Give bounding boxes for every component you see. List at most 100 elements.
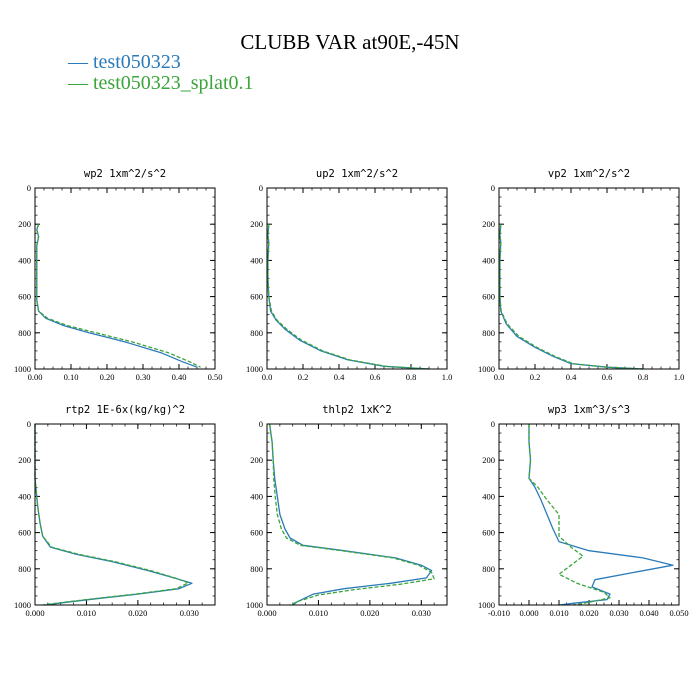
x-tick-label: 0.000	[519, 608, 538, 618]
chart-title: CLUBB VAR at90E,-45N	[240, 30, 460, 54]
y-tick-label: 600	[482, 292, 495, 302]
y-tick-label: 200	[482, 455, 495, 465]
y-tick-label: 0	[259, 183, 263, 193]
plot-frame	[34, 423, 216, 606]
x-tick-label: 0.4	[566, 372, 577, 382]
x-tick-label: 0.0	[262, 372, 273, 382]
x-tick-label: 0.50	[208, 372, 223, 382]
legend-dash: —	[68, 72, 93, 94]
x-tick-label: 0.000	[25, 608, 44, 618]
plot-frame	[266, 423, 448, 606]
x-tick-label: 0.20	[100, 372, 115, 382]
x-tick-label: 0.010	[549, 608, 568, 618]
x-tick-label: -0.010	[488, 608, 510, 618]
x-tick-label: 0.0	[494, 372, 505, 382]
x-tick-label: 0.40	[172, 372, 187, 382]
x-tick-label: 0.6	[602, 372, 613, 382]
y-tick-label: 1000	[14, 600, 31, 610]
y-tick-label: 1000	[246, 600, 263, 610]
y-tick-label: 400	[482, 491, 495, 501]
series-line-test050323-splat	[268, 423, 435, 606]
panel-title: vp2 1xm^2/s^2	[548, 168, 630, 180]
y-tick-label: 200	[18, 455, 31, 465]
panel-title: up2 1xm^2/s^2	[316, 168, 398, 180]
y-tick-label: 800	[482, 328, 495, 338]
y-tick-label: 1000	[246, 364, 263, 374]
x-tick-label: 1.0	[674, 372, 685, 382]
x-tick-label: 0.020	[579, 608, 598, 618]
x-tick-label: 0.10	[64, 372, 79, 382]
x-tick-label: 0.00	[28, 372, 43, 382]
x-tick-label: 1.0	[442, 372, 453, 382]
y-tick-label: 600	[482, 528, 495, 538]
x-tick-label: 0.2	[298, 372, 309, 382]
x-tick-label: 0.020	[128, 608, 147, 618]
panel-title: wp2 1xm^2/s^2	[84, 168, 166, 180]
x-tick-label: 0.4	[334, 372, 345, 382]
y-tick-label: 800	[250, 328, 263, 338]
x-tick-label: 0.030	[609, 608, 628, 618]
legend-label: test050323	[93, 51, 181, 73]
y-tick-label: 600	[18, 292, 31, 302]
y-tick-label: 600	[250, 292, 263, 302]
y-tick-label: 0	[259, 419, 263, 429]
plot-frame	[498, 423, 680, 606]
series-line-test050323-splat	[267, 224, 430, 370]
panel-title: rtp2 1E-6x(kg/kg)^2	[65, 404, 185, 416]
y-tick-label: 200	[18, 219, 31, 229]
y-tick-label: 800	[482, 564, 495, 574]
plot-frame	[498, 187, 680, 370]
series-line-test050323	[34, 424, 193, 606]
x-tick-label: 0.000	[257, 608, 276, 618]
panel-4: rtp2 1E-6x(kg/kg)^2 0 200 400 600 800 10000.00…	[14, 404, 216, 618]
x-tick-label: 0.30	[136, 372, 151, 382]
series-line-test050323	[36, 223, 198, 368]
y-tick-label: 400	[18, 491, 31, 501]
y-tick-label: 0	[491, 419, 495, 429]
series-line-test050323	[267, 224, 430, 370]
series-line-test050323-splat	[34, 424, 189, 606]
x-tick-label: 0.030	[180, 608, 199, 618]
legend-dash: —	[68, 51, 93, 73]
series-line-test050323	[268, 423, 433, 606]
x-tick-label: 0.020	[360, 608, 379, 618]
y-tick-label: 600	[250, 528, 263, 538]
y-tick-label: 400	[250, 255, 263, 265]
y-tick-label: 200	[482, 219, 495, 229]
y-tick-label: 0	[491, 183, 495, 193]
y-tick-label: 1000	[478, 364, 495, 374]
series-line-test050323-splat	[499, 224, 644, 370]
x-tick-label: 0.010	[309, 608, 328, 618]
x-tick-label: 0.2	[530, 372, 541, 382]
y-tick-label: 800	[18, 328, 31, 338]
panel-6: wp3 1xm^3/s^3 0 200 400 600 800 1000-0.010 0.00…	[478, 404, 689, 618]
y-tick-label: 200	[250, 455, 263, 465]
y-tick-label: 0	[27, 183, 31, 193]
panel-title: wp3 1xm^3/s^3	[548, 404, 630, 416]
legend-item-test050323-splat: — test050323_splat0.1	[68, 72, 254, 95]
y-tick-label: 400	[250, 491, 263, 501]
series-line-test050323	[528, 424, 674, 606]
x-tick-label: 0.8	[638, 372, 649, 382]
y-tick-label: 1000	[14, 364, 31, 374]
y-tick-label: 800	[18, 564, 31, 574]
y-tick-label: 400	[482, 255, 495, 265]
series-line-test050323-splat	[528, 424, 611, 606]
x-tick-label: 0.8	[406, 372, 417, 382]
x-tick-label: 0.050	[669, 608, 688, 618]
series-line-test050323	[499, 224, 644, 370]
y-tick-label: 800	[250, 564, 263, 574]
x-tick-label: 0.030	[412, 608, 431, 618]
y-tick-label: 1000	[478, 600, 495, 610]
panel-title: thlp2 1xK^2	[322, 404, 392, 416]
y-tick-label: 0	[27, 419, 31, 429]
plot-frame	[266, 187, 448, 370]
y-tick-label: 400	[18, 255, 31, 265]
y-tick-label: 200	[250, 219, 263, 229]
legend-item-test050323: — test050323	[68, 51, 181, 74]
